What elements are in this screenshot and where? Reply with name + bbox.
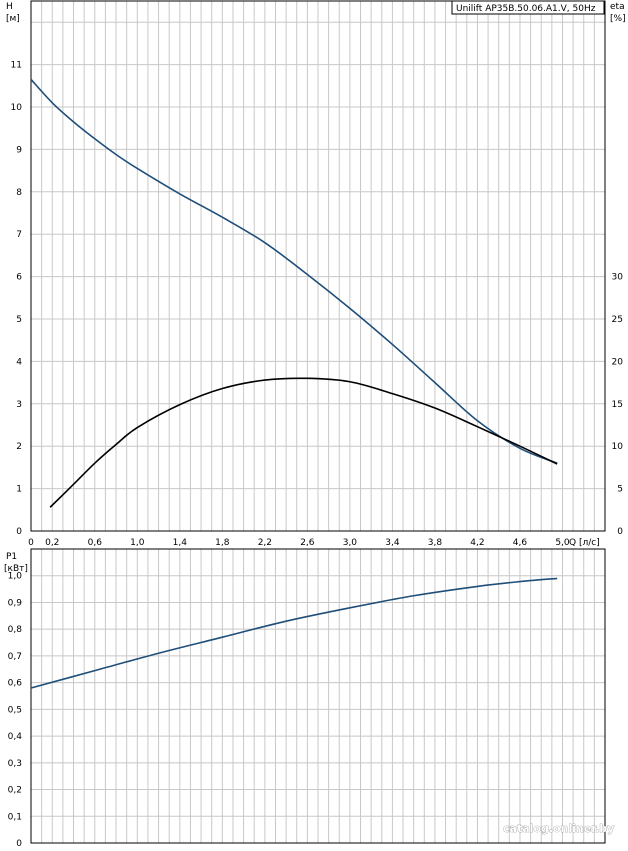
y-axis-ticks: 0 1 2 3 4 5 6 7 8 9 10 11 (11, 61, 23, 537)
y2-tick-label: 20 (612, 357, 624, 367)
model-label: Unilift AP35B.50.06.A1.V, 50Hz (456, 4, 596, 14)
x-tick-label: 0,6 (88, 538, 103, 548)
power-curve (30, 577, 558, 689)
p1-tick-label: 1,0 (8, 572, 23, 582)
head-curve (30, 78, 558, 464)
bottom-plot-grid (31, 549, 605, 843)
y2-axis-label: eta (610, 2, 625, 12)
y-tick-label: 11 (11, 61, 22, 71)
y-tick-label: 0 (16, 527, 22, 537)
y2-tick-label: 25 (612, 315, 623, 325)
p1-tick-label: 0,8 (8, 625, 23, 635)
y-tick-label: 6 (16, 273, 22, 283)
y-tick-label: 8 (16, 188, 22, 198)
x-tick-label: 2,2 (258, 538, 272, 548)
top-plot-frame (30, 0, 606, 532)
top-plot-grid (31, 1, 605, 531)
y2-axis-unit: [%] (610, 14, 626, 24)
y-tick-label: 7 (16, 230, 22, 240)
p1-tick-label: 0 (16, 839, 22, 849)
x-tick-label: 5,0 (555, 538, 570, 548)
p1-tick-label: 0,9 (8, 598, 23, 608)
x-tick-label: 1,8 (215, 538, 230, 548)
x-axis-ticks: 0 0,2 0,6 1,0 1,4 1,8 2,2 2,6 3,0 3,4 3,8 4,2 4,6 5,0 (28, 538, 570, 548)
bottom-plot-frame (30, 548, 606, 844)
y2-axis-ticks: 0 5 10 15 20 25 30 (612, 273, 624, 537)
x-tick-label: 0,2 (45, 538, 59, 548)
efficiency-curve (49, 377, 558, 508)
p1-tick-label: 0,5 (8, 705, 22, 715)
y2-tick-label: 30 (612, 273, 624, 283)
bottom-plot-series (30, 577, 558, 689)
y-tick-label: 2 (16, 442, 22, 452)
x-axis-unit: [л/с] (579, 538, 600, 548)
y2-tick-label: 5 (617, 485, 623, 495)
x-tick-label: 3,4 (385, 538, 400, 548)
y-tick-label: 9 (16, 145, 22, 155)
top-plot-series (30, 78, 558, 508)
y-tick-label: 3 (16, 400, 22, 410)
p1-tick-label: 0,3 (8, 759, 22, 769)
p1-tick-label: 0,2 (8, 786, 22, 796)
x-tick-label: 1,0 (130, 538, 145, 548)
y-tick-label: 1 (16, 485, 22, 495)
p1-tick-label: 0,4 (8, 732, 23, 742)
watermark: catalog.onliner.by (503, 822, 614, 835)
p1-axis-label: P1 (6, 552, 17, 562)
p1-tick-label: 0,1 (8, 812, 22, 822)
model-label-box (451, 0, 605, 15)
y2-tick-label: 10 (612, 442, 624, 452)
x-axis-label: Q (569, 538, 576, 548)
x-tick-label: 4,2 (470, 538, 484, 548)
p1-tick-label: 0,6 (8, 679, 23, 689)
y-tick-label: 4 (16, 357, 22, 367)
x-tick-label: 0 (28, 538, 34, 548)
p1-axis-unit: [кВт] (4, 564, 28, 574)
y-axis-unit: [м] (6, 14, 20, 24)
y2-tick-label: 0 (617, 527, 623, 537)
x-tick-label: 2,6 (300, 538, 315, 548)
x-tick-label: 4,6 (513, 538, 528, 548)
y-axis-label: H (6, 2, 13, 12)
x-tick-label: 3,0 (343, 538, 358, 548)
y-tick-label: 5 (16, 315, 22, 325)
x-tick-label: 1,4 (173, 538, 188, 548)
y-tick-label: 10 (11, 103, 23, 113)
y2-tick-label: 15 (612, 400, 623, 410)
p1-tick-label: 0,7 (8, 652, 22, 662)
x-tick-label: 3,8 (428, 538, 443, 548)
p1-axis-ticks: 0 0,1 0,2 0,3 0,4 0,5 0,6 0,7 0,8 0,9 1,0 (8, 572, 23, 849)
